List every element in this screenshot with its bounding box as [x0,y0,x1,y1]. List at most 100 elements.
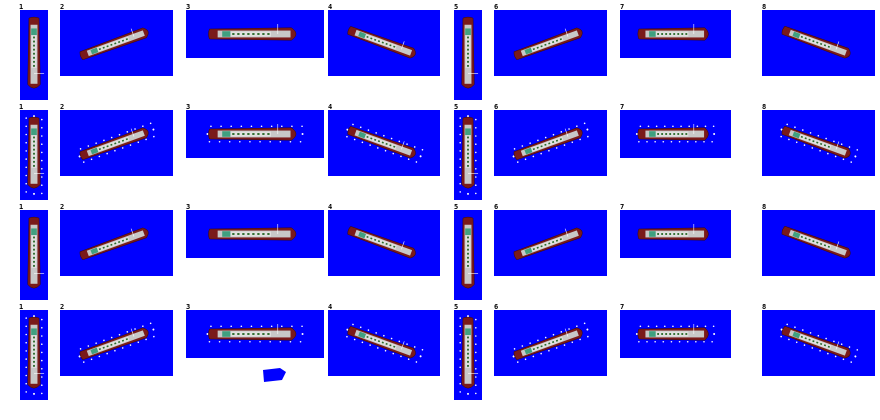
ship-sprite [78,322,155,363]
ship-sprite [27,216,45,289]
sprite-frame [20,110,48,200]
frame-label: 8 [762,3,767,11]
frame-label: 8 [762,103,767,111]
ship-sprite [79,27,149,61]
ship-sprite-svg [25,115,45,195]
sprite-frame [60,210,173,276]
frame-label: 3 [186,3,191,11]
ship-sprite-svg [637,24,709,41]
ship-sprite-svg [25,315,45,395]
ship-sprite-svg [346,323,424,363]
sprite-frame [454,110,482,200]
ship-sprite-svg [781,25,851,59]
ship-sprite-svg [27,16,45,89]
frame-label: 3 [186,103,191,111]
sprite-frame [762,110,875,176]
frame-label: 2 [60,203,65,211]
ship-sprite [461,216,479,289]
sprite-frame [762,210,875,276]
frame-label: 7 [620,103,625,111]
frame-label: 4 [328,203,333,211]
sprite-frame [494,210,607,276]
ship-sprite [459,115,479,195]
sprite-frame [454,10,482,100]
ship-sprite-svg [206,124,304,143]
sprite-frame [60,10,173,76]
ship-sprite [346,323,424,363]
frame-label: 7 [620,3,625,11]
frame-label: 5 [454,3,459,11]
frame-label: 6 [494,303,499,311]
ship-sprite [78,122,155,163]
ship-sprite [637,224,709,241]
ship-sprite-svg [346,123,424,163]
ship-sprite-svg [208,224,297,241]
sprite-frame [494,310,607,376]
small-blue-fragment-icon [263,368,286,382]
sprite-frame [620,10,731,58]
ship-sprite-svg [459,115,479,195]
ship-sprite [79,227,149,261]
sprite-frame [620,110,731,158]
ship-sprite-svg [513,27,583,61]
ship-sprite-svg [347,26,416,59]
sprite-frame [454,210,482,300]
ship-sprite [459,315,479,395]
sprite-frame [620,310,731,358]
ship-sprite-svg [635,124,716,143]
ship-sprite-svg [461,16,479,89]
ship-sprite [208,224,297,241]
ship-sprite-svg [512,122,589,163]
ship-sprite-svg [780,323,859,363]
frame-label: 1 [19,3,24,11]
sprite-frame [620,210,731,258]
sprite-frame [186,210,324,258]
ship-sprite [346,123,424,163]
frame-label: 5 [454,103,459,111]
frame-label: 4 [328,3,333,11]
ship-sprite-svg [78,122,155,163]
ship-sprite [208,24,297,41]
ship-sprite-svg [635,324,716,343]
frame-label: 6 [494,103,499,111]
ship-sprite [781,25,851,59]
frame-label: 7 [620,203,625,211]
ship-sprite-svg [780,123,859,163]
sprite-frame [20,210,48,300]
ship-sprite-svg [78,322,155,363]
frame-label: 5 [454,203,459,211]
ship-sprite [27,16,45,89]
sprite-frame [186,110,324,158]
ship-sprite-svg [347,226,416,259]
sprite-frame [454,310,482,400]
ship-sprite-svg [27,216,45,289]
frame-label: 7 [620,303,625,311]
frame-label: 6 [494,3,499,11]
ship-sprite [25,115,45,195]
sprite-frame [494,10,607,76]
sprite-frame [186,310,324,358]
ship-sprite [512,322,589,363]
sprite-frame [186,10,324,58]
sprite-frame [60,310,173,376]
frame-label: 3 [186,303,191,311]
ship-sprite [347,226,416,259]
sprite-frame [494,110,607,176]
sprite-frame [20,310,48,400]
ship-sprite [25,315,45,395]
frame-label: 1 [19,303,24,311]
sprite-frame [328,310,440,376]
ship-sprite [637,24,709,41]
ship-sprite [513,27,583,61]
ship-sprite-svg [513,227,583,261]
frame-label: 8 [762,203,767,211]
frame-label: 4 [328,303,333,311]
ship-sprite [206,124,304,143]
ship-sprite-svg [208,24,297,41]
ship-sprite-svg [781,225,851,259]
ship-sprite-svg [512,322,589,363]
sprite-frame [328,10,440,76]
frame-label: 3 [186,203,191,211]
frame-label: 2 [60,303,65,311]
